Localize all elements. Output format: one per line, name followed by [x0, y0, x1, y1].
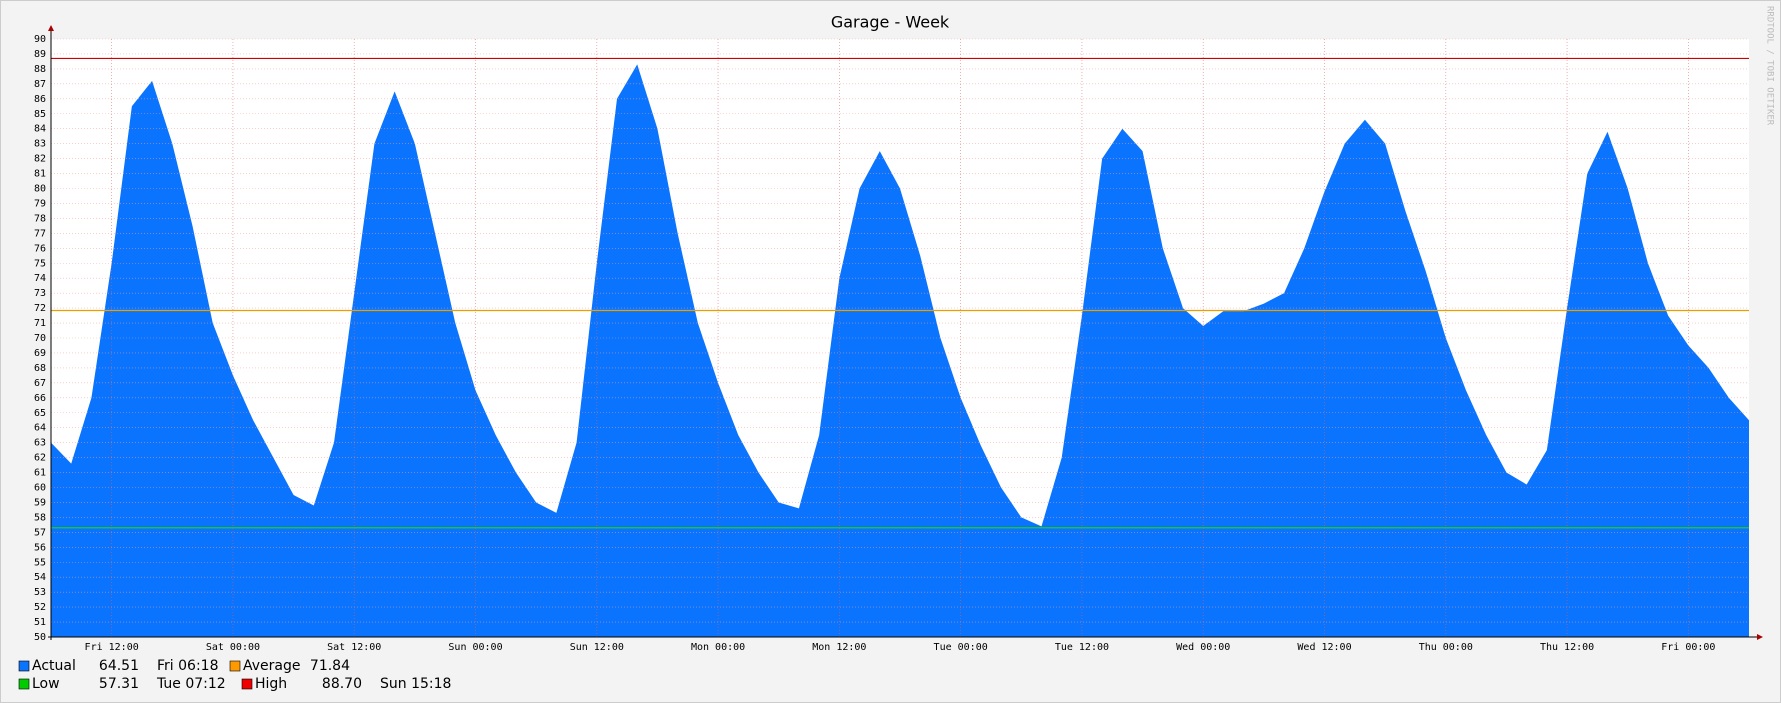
y-tick-label: 69: [34, 348, 46, 359]
legend-label: Low: [32, 676, 60, 692]
legend-swatch: [18, 678, 30, 690]
y-tick-label: 59: [34, 497, 46, 508]
legend-swatch: [229, 660, 241, 672]
y-tick-label: 88: [34, 64, 46, 75]
axis-arrow: [48, 25, 54, 31]
y-tick-label: 74: [34, 273, 46, 284]
y-tick-label: 72: [34, 303, 46, 314]
legend-swatch: [18, 660, 30, 672]
x-tick-label: Mon 12:00: [812, 642, 866, 653]
legend-label: High: [255, 676, 287, 692]
y-tick-label: 62: [34, 453, 46, 464]
y-tick-label: 86: [34, 94, 46, 105]
legend-swatch: [241, 678, 253, 690]
y-tick-label: 64: [34, 423, 46, 434]
y-tick-label: 90: [34, 34, 46, 45]
y-tick-label: 63: [34, 438, 46, 449]
y-tick-label: 82: [34, 154, 46, 165]
x-tick-label: Sat 12:00: [327, 642, 381, 653]
legend-time: Fri 06:18: [157, 658, 218, 674]
legend-value: 57.31: [99, 676, 139, 692]
legend-value: 71.84: [310, 658, 350, 674]
y-tick-label: 78: [34, 213, 46, 224]
legend-time: Tue 07:12: [156, 676, 226, 692]
y-tick-label: 50: [34, 632, 46, 643]
y-tick-label: 56: [34, 542, 46, 553]
x-tick-label: Wed 12:00: [1297, 642, 1351, 653]
y-tick-label: 75: [34, 258, 46, 269]
x-tick-label: Sat 00:00: [206, 642, 260, 653]
y-tick-label: 76: [34, 243, 46, 254]
legend-time: Sun 15:18: [380, 676, 451, 692]
y-tick-label: 66: [34, 393, 46, 404]
x-tick-label: Fri 12:00: [85, 642, 139, 653]
legend-value: 88.70: [322, 676, 362, 692]
legend-label: Actual: [32, 658, 76, 674]
x-tick-label: Wed 00:00: [1176, 642, 1230, 653]
y-tick-label: 73: [34, 288, 46, 299]
legend-value: 64.51: [99, 658, 139, 674]
x-tick-label: Thu 12:00: [1540, 642, 1594, 653]
y-tick-label: 52: [34, 602, 46, 613]
y-tick-label: 54: [34, 572, 46, 583]
y-tick-label: 80: [34, 184, 46, 195]
y-tick-label: 51: [34, 617, 46, 628]
y-tick-label: 58: [34, 512, 46, 523]
x-tick-label: Tue 12:00: [1055, 642, 1109, 653]
x-tick-label: Fri 00:00: [1661, 642, 1715, 653]
y-tick-label: 60: [34, 483, 46, 494]
x-tick-label: Sun 12:00: [570, 642, 624, 653]
y-tick-label: 55: [34, 557, 46, 568]
y-tick-label: 84: [34, 124, 46, 135]
y-tick-label: 67: [34, 378, 46, 389]
x-tick-label: Mon 00:00: [691, 642, 745, 653]
y-tick-label: 53: [34, 587, 46, 598]
y-tick-label: 81: [34, 169, 46, 180]
chart-title: Garage - Week: [831, 13, 950, 32]
legend-label: Average: [243, 658, 301, 674]
y-tick-label: 79: [34, 198, 46, 209]
y-tick-label: 65: [34, 408, 46, 419]
y-tick-label: 89: [34, 49, 46, 60]
y-tick-label: 61: [34, 468, 46, 479]
x-tick-label: Sun 00:00: [448, 642, 502, 653]
x-tick-label: Thu 00:00: [1419, 642, 1473, 653]
y-tick-label: 68: [34, 363, 46, 374]
y-tick-label: 70: [34, 333, 46, 344]
watermark: RRDTOOL / TOBI OETIKER: [1765, 6, 1775, 126]
y-tick-label: 87: [34, 79, 46, 90]
x-tick-label: Tue 00:00: [934, 642, 988, 653]
y-tick-label: 71: [34, 318, 46, 329]
y-tick-label: 77: [34, 228, 46, 239]
y-tick-label: 83: [34, 139, 46, 150]
axis-arrow: [1757, 634, 1763, 640]
y-tick-label: 85: [34, 109, 46, 120]
y-tick-label: 57: [34, 527, 46, 538]
